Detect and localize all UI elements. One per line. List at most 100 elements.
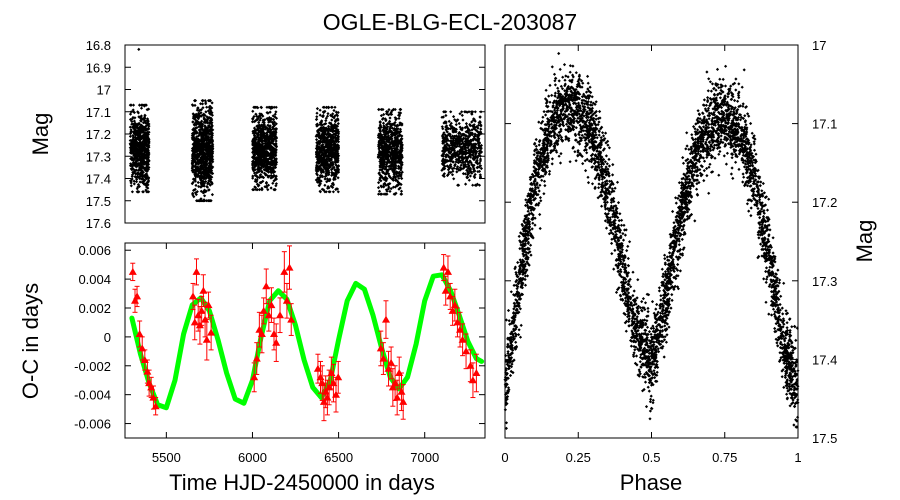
y-tick-label: 16.9 — [86, 60, 111, 75]
o-c-x-ticks: 5500 6000 6500 7000 — [152, 243, 439, 465]
y-tick-label: 0.004 — [78, 272, 111, 287]
phased-points — [503, 51, 800, 431]
o-c-y-label: O-C in days — [18, 283, 43, 399]
o-c-point — [334, 373, 343, 381]
y-tick-label: 17 — [812, 38, 826, 53]
o-c-point — [250, 373, 259, 381]
o-c-point — [257, 330, 266, 337]
x-tick-label: 0.75 — [712, 450, 737, 465]
o-c-point — [441, 286, 450, 294]
y-tick-label: -0.004 — [74, 388, 111, 403]
y-tick-label: 17.2 — [86, 127, 111, 142]
o-c-point — [262, 282, 271, 290]
o-c-point — [462, 347, 471, 355]
o-c-point — [202, 335, 211, 343]
o-c-point — [197, 306, 206, 314]
phased-light-curve-panel: 17 17.1 17.2 17.3 17.4 17.5 0 0.25 0.5 0.75 1 Mag… — [501, 38, 877, 495]
o-c-point — [267, 301, 276, 309]
figure-title: OGLE-BLG-ECL-203087 — [323, 9, 577, 35]
light-curve-frame — [124, 44, 486, 224]
y-tick-label: 17.1 — [86, 105, 111, 120]
o-c-point — [189, 292, 197, 300]
o-c-point — [439, 263, 448, 271]
y-tick-label: 17.4 — [812, 352, 837, 367]
o-c-point — [399, 397, 408, 405]
o-c-point — [444, 267, 452, 275]
o-c-point — [458, 335, 467, 343]
x-tick-label: 0 — [501, 450, 508, 465]
o-c-point — [472, 369, 481, 376]
o-c-point — [195, 321, 204, 329]
y-tick-label: 16.8 — [86, 38, 111, 53]
phased-y-ticks: 17 17.1 17.2 17.3 17.4 17.5 — [505, 38, 837, 446]
x-tick-label: 0.25 — [566, 450, 591, 465]
y-tick-label: -0.006 — [74, 417, 111, 432]
o-c-points — [128, 245, 481, 422]
y-tick-label: 17.6 — [86, 216, 111, 231]
x-tick-label: 6000 — [238, 450, 267, 465]
o-c-point — [282, 296, 291, 304]
y-tick-label: 0.002 — [78, 301, 111, 316]
o-c-point — [379, 354, 388, 362]
y-tick-label: 17.3 — [86, 149, 111, 164]
y-tick-label: 17.2 — [812, 195, 837, 210]
o-c-point — [151, 402, 160, 410]
y-tick-label: 17.5 — [86, 194, 111, 209]
o-c-point — [285, 263, 294, 271]
o-c-point — [287, 315, 296, 323]
o-c-point — [207, 328, 216, 336]
o-c-point — [456, 325, 464, 333]
o-c-point — [252, 354, 261, 362]
o-c-point — [192, 267, 201, 275]
y-tick-label: 17.1 — [812, 117, 837, 132]
y-tick-label: 17.5 — [812, 431, 837, 446]
o-c-y-ticks: 0.006 0.004 0.002 0 -0.002 -0.004 -0.006 — [74, 243, 485, 432]
o-c-point — [313, 364, 322, 372]
light-curve-markers — [128, 47, 484, 203]
o-c-point — [393, 393, 402, 401]
x-tick-label: 7000 — [410, 450, 439, 465]
o-c-point — [140, 356, 149, 363]
o-c-point — [259, 306, 268, 314]
phased-y-label: Mag — [852, 220, 877, 263]
o-c-point — [276, 311, 284, 319]
o-c-x-label: Time HJD-2450000 in days — [169, 470, 435, 495]
o-c-point — [376, 344, 385, 352]
y-tick-label: 0 — [104, 330, 111, 345]
light-curve-y-ticks: 16.8 16.9 17 17.1 17.2 17.3 17.4 17.5 17.6 — [86, 38, 485, 231]
x-tick-label: 0.5 — [642, 450, 660, 465]
o-c-point — [466, 361, 475, 369]
phased-frame — [504, 44, 799, 439]
o-c-point — [133, 292, 142, 300]
y-tick-label: 17.3 — [812, 274, 837, 289]
o-c-point — [384, 364, 393, 372]
o-c-point — [329, 379, 338, 387]
o-c-point — [135, 330, 144, 337]
o-c-point — [468, 376, 477, 384]
y-tick-label: 0.006 — [78, 243, 111, 258]
o-c-panel: 0.006 0.004 0.002 0 -0.002 -0.004 -0.006 5500 6… — [18, 242, 486, 495]
o-c-point — [450, 301, 459, 309]
o-c-point — [190, 318, 199, 326]
o-c-point — [382, 315, 390, 323]
y-tick-label: 17 — [97, 83, 111, 98]
o-c-frame — [124, 242, 486, 439]
o-c-point — [280, 267, 289, 275]
light-curve-points — [128, 47, 484, 203]
o-c-point — [128, 267, 137, 275]
o-c-point — [199, 286, 208, 294]
x-tick-label: 5500 — [152, 450, 181, 465]
x-tick-label: 6500 — [324, 450, 353, 465]
light-curve-y-label: Mag — [28, 113, 53, 156]
phased-x-label: Phase — [620, 470, 682, 495]
x-tick-label: 1 — [794, 450, 801, 465]
light-curve-panel: 16.8 16.9 17 17.1 17.2 17.3 17.4 17.5 17.6 Mag — [28, 38, 486, 231]
o-c-point — [264, 311, 273, 319]
o-c-point — [272, 338, 281, 346]
y-tick-label: 17.4 — [86, 172, 111, 187]
o-c-point — [453, 318, 462, 326]
phased-x-ticks: 0 0.25 0.5 0.75 1 — [501, 45, 802, 465]
o-c-point — [332, 390, 340, 398]
o-c-point — [387, 358, 396, 366]
